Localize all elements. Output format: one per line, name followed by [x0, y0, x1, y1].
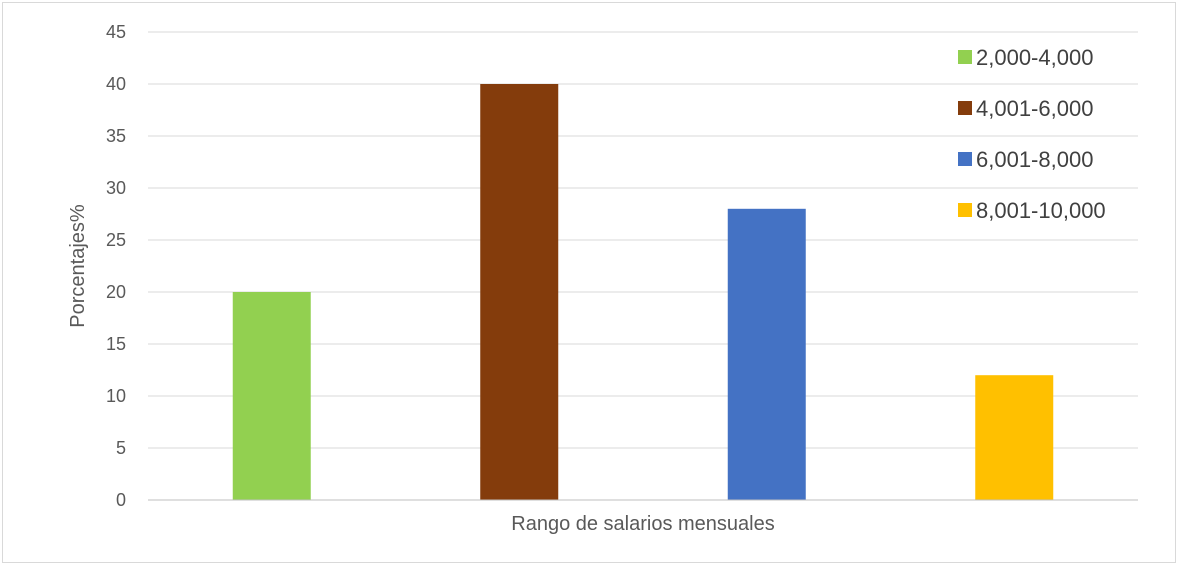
- bars: [232, 84, 1054, 501]
- grid-lines: [148, 31, 1138, 449]
- y-tick-label: 45: [106, 22, 126, 42]
- legend-label: 6,001-8,000: [976, 147, 1093, 172]
- y-tick-label: 35: [106, 126, 126, 146]
- y-tick-label: 10: [106, 386, 126, 406]
- bar-3: [727, 208, 806, 501]
- y-tick-label: 25: [106, 230, 126, 250]
- bar-1: [232, 292, 311, 500]
- y-tick-label: 0: [116, 490, 126, 510]
- bar-2: [480, 84, 559, 500]
- y-tick-label: 20: [106, 282, 126, 302]
- legend-swatch: [958, 203, 972, 217]
- y-tick-label: 5: [116, 438, 126, 458]
- legend-swatch: [958, 101, 972, 115]
- y-tick-label: 15: [106, 334, 126, 354]
- x-axis-title: Rango de salarios mensuales: [511, 513, 775, 535]
- bar-4: [975, 375, 1054, 500]
- y-axis-ticks: 0 5 10 15 20 25 30 35 40 45: [106, 22, 126, 510]
- legend-swatch: [958, 152, 972, 166]
- legend: 2,000-4,000 4,001-6,000 6,001-8,000 8,001-1…: [958, 45, 1106, 223]
- legend-swatch: [958, 50, 972, 64]
- y-tick-label: 30: [106, 178, 126, 198]
- y-tick-label: 40: [106, 74, 126, 94]
- legend-label: 8,001-10,000: [976, 198, 1106, 223]
- legend-label: 2,000-4,000: [976, 45, 1093, 70]
- legend-label: 4,001-6,000: [976, 96, 1093, 121]
- y-axis-title: Porcentajes%: [67, 204, 89, 328]
